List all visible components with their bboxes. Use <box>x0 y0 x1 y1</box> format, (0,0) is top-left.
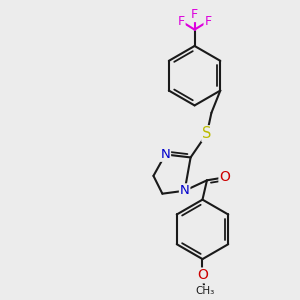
Text: S: S <box>202 126 212 141</box>
Text: F: F <box>204 15 211 28</box>
Text: F: F <box>191 8 198 21</box>
Text: CH₃: CH₃ <box>195 286 214 296</box>
Text: N: N <box>160 148 170 161</box>
Text: O: O <box>219 170 230 184</box>
Text: N: N <box>180 184 190 197</box>
Text: F: F <box>178 15 185 28</box>
Text: O: O <box>197 268 208 282</box>
